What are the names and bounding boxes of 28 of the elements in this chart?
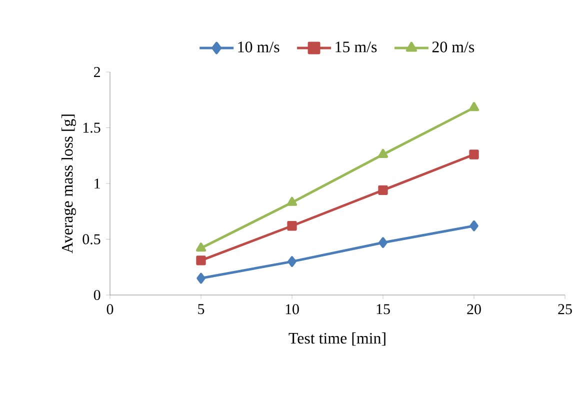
y-tick-label: 0.5 xyxy=(82,234,100,244)
y-tick-label: 1 xyxy=(94,178,100,188)
point xyxy=(468,102,480,112)
point xyxy=(196,256,206,266)
x-tick-label: 15 xyxy=(376,304,390,314)
point xyxy=(287,221,297,231)
legend-label: 15 m/s xyxy=(336,42,377,52)
point xyxy=(378,185,388,196)
x-tick-label: 20 xyxy=(467,304,481,314)
point xyxy=(196,272,206,284)
y-axis-title: Average mass loss [g] xyxy=(61,114,76,254)
x-tick-label: 25 xyxy=(558,304,572,314)
point xyxy=(378,237,388,248)
point xyxy=(286,196,298,206)
x-tick-label: 10 xyxy=(286,304,299,314)
point xyxy=(469,150,479,160)
legend-label: 10 m/s xyxy=(238,42,280,52)
y-tick-label: 0 xyxy=(94,290,100,300)
point xyxy=(470,220,478,232)
x-tick-label: 0 xyxy=(106,304,114,314)
point xyxy=(288,256,296,267)
x-axis-title: Test time [min] xyxy=(288,332,386,346)
x-tick-label: 5 xyxy=(198,304,204,314)
legend-label: 20 m/s xyxy=(432,42,474,52)
y-tick-label: 2 xyxy=(94,67,100,77)
point xyxy=(378,148,388,158)
y-tick-label: 1.5 xyxy=(83,122,100,133)
point xyxy=(196,242,206,252)
